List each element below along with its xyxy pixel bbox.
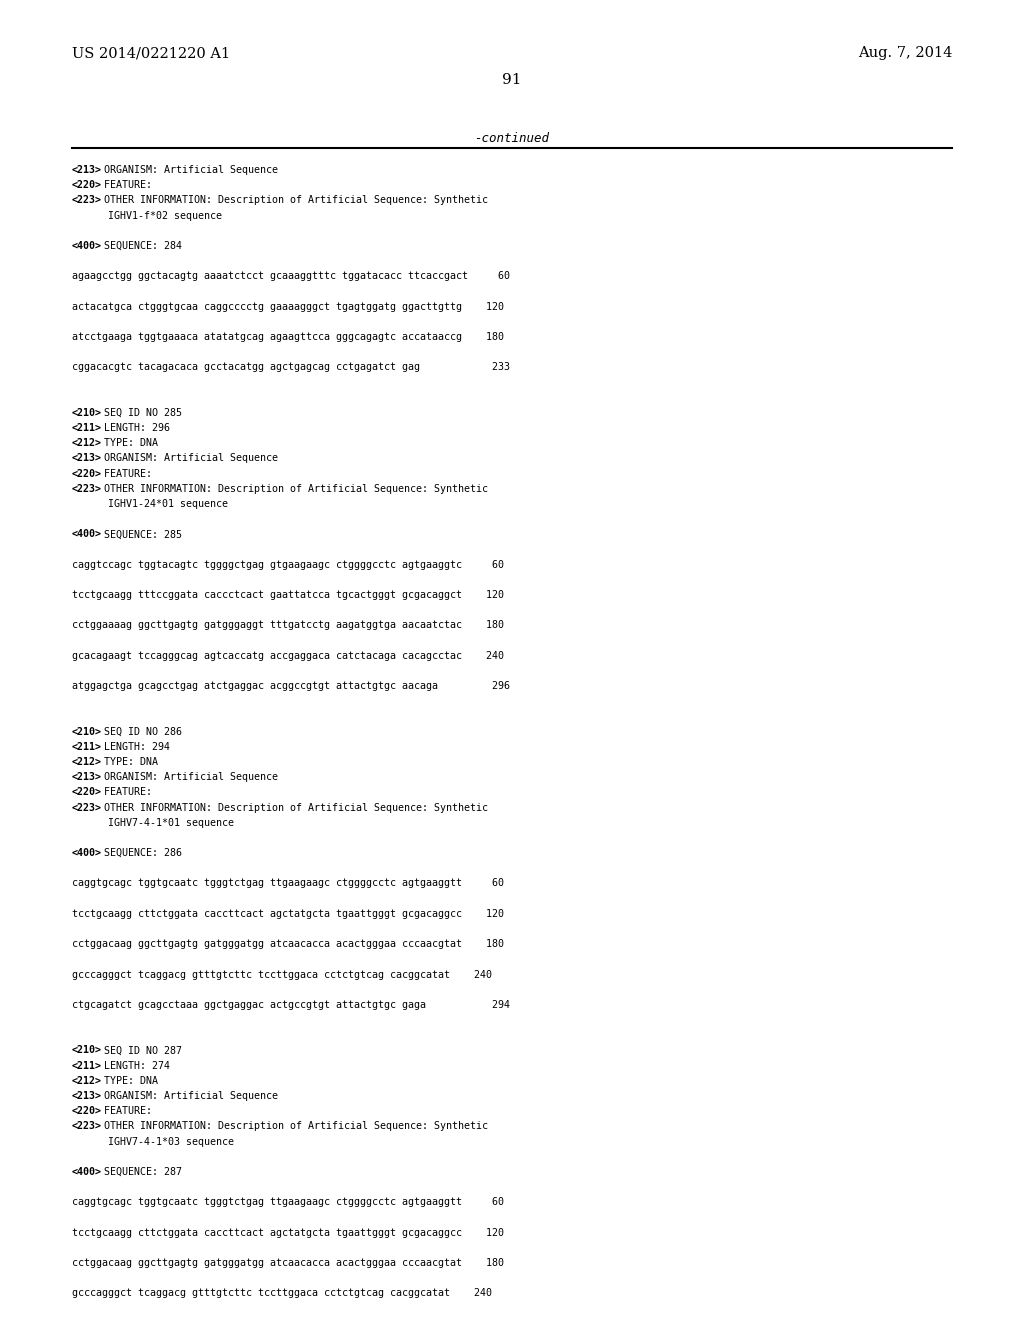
Text: gcccagggct tcaggacg gtttgtcttc tccttggaca cctctgtcag cacggcatat    240: gcccagggct tcaggacg gtttgtcttc tccttggac…	[72, 969, 492, 979]
Text: ORGANISM: Artificial Sequence: ORGANISM: Artificial Sequence	[98, 454, 279, 463]
Text: IGHV7-4-1*03 sequence: IGHV7-4-1*03 sequence	[72, 1137, 233, 1147]
Text: <223>: <223>	[72, 803, 101, 813]
Text: LENGTH: 296: LENGTH: 296	[98, 422, 170, 433]
Text: SEQUENCE: 285: SEQUENCE: 285	[98, 529, 182, 540]
Text: tcctgcaagg cttctggata caccttcact agctatgcta tgaattgggt gcgacaggcc    120: tcctgcaagg cttctggata caccttcact agctatg…	[72, 1228, 504, 1238]
Text: LENGTH: 294: LENGTH: 294	[98, 742, 170, 752]
Text: OTHER INFORMATION: Description of Artificial Sequence: Synthetic: OTHER INFORMATION: Description of Artifi…	[98, 803, 488, 813]
Text: <213>: <213>	[72, 1090, 101, 1101]
Text: TYPE: DNA: TYPE: DNA	[98, 1076, 159, 1086]
Text: cctggacaag ggcttgagtg gatgggatgg atcaacacca acactgggaa cccaacgtat    180: cctggacaag ggcttgagtg gatgggatgg atcaaca…	[72, 940, 504, 949]
Text: <400>: <400>	[72, 1167, 101, 1177]
Text: OTHER INFORMATION: Description of Artificial Sequence: Synthetic: OTHER INFORMATION: Description of Artifi…	[98, 484, 488, 494]
Text: <223>: <223>	[72, 1122, 101, 1131]
Text: TYPE: DNA: TYPE: DNA	[98, 438, 159, 449]
Text: <210>: <210>	[72, 726, 101, 737]
Text: IGHV7-4-1*01 sequence: IGHV7-4-1*01 sequence	[72, 817, 233, 828]
Text: ORGANISM: Artificial Sequence: ORGANISM: Artificial Sequence	[98, 165, 279, 176]
Text: <400>: <400>	[72, 242, 101, 251]
Text: actacatgca ctgggtgcaa caggcccctg gaaaagggct tgagtggatg ggacttgttg    120: actacatgca ctgggtgcaa caggcccctg gaaaagg…	[72, 302, 504, 312]
Text: <220>: <220>	[72, 1106, 101, 1117]
Text: caggtccagc tggtacagtc tggggctgag gtgaagaagc ctggggcctc agtgaaggtc     60: caggtccagc tggtacagtc tggggctgag gtgaaga…	[72, 560, 504, 570]
Text: FEATURE:: FEATURE:	[98, 180, 153, 190]
Text: -continued: -continued	[474, 132, 550, 145]
Text: IGHV1-24*01 sequence: IGHV1-24*01 sequence	[72, 499, 227, 510]
Text: <400>: <400>	[72, 529, 101, 540]
Text: ORGANISM: Artificial Sequence: ORGANISM: Artificial Sequence	[98, 1090, 279, 1101]
Text: <220>: <220>	[72, 180, 101, 190]
Text: <212>: <212>	[72, 1076, 101, 1086]
Text: 91: 91	[502, 73, 522, 87]
Text: tcctgcaagg cttctggata caccttcact agctatgcta tgaattgggt gcgacaggcc    120: tcctgcaagg cttctggata caccttcact agctatg…	[72, 908, 504, 919]
Text: cctggaaaag ggcttgagtg gatgggaggt tttgatcctg aagatggtga aacaatctac    180: cctggaaaag ggcttgagtg gatgggaggt tttgatc…	[72, 620, 504, 631]
Text: SEQ ID NO 285: SEQ ID NO 285	[98, 408, 182, 418]
Text: Aug. 7, 2014: Aug. 7, 2014	[858, 46, 952, 61]
Text: caggtgcagc tggtgcaatc tgggtctgag ttgaagaagc ctggggcctc agtgaaggtt     60: caggtgcagc tggtgcaatc tgggtctgag ttgaaga…	[72, 1197, 504, 1208]
Text: FEATURE:: FEATURE:	[98, 1106, 153, 1117]
Text: atcctgaaga tggtgaaaca atatatgcag agaagttcca gggcagagtc accataaccg    180: atcctgaaga tggtgaaaca atatatgcag agaagtt…	[72, 333, 504, 342]
Text: TYPE: DNA: TYPE: DNA	[98, 758, 159, 767]
Text: FEATURE:: FEATURE:	[98, 787, 153, 797]
Text: <210>: <210>	[72, 408, 101, 418]
Text: <211>: <211>	[72, 742, 101, 752]
Text: <212>: <212>	[72, 758, 101, 767]
Text: <211>: <211>	[72, 422, 101, 433]
Text: <211>: <211>	[72, 1061, 101, 1071]
Text: US 2014/0221220 A1: US 2014/0221220 A1	[72, 46, 229, 61]
Text: <400>: <400>	[72, 847, 101, 858]
Text: OTHER INFORMATION: Description of Artificial Sequence: Synthetic: OTHER INFORMATION: Description of Artifi…	[98, 1122, 488, 1131]
Text: <213>: <213>	[72, 772, 101, 783]
Text: cggacacgtc tacagacaca gcctacatgg agctgagcag cctgagatct gag            233: cggacacgtc tacagacaca gcctacatgg agctgag…	[72, 362, 510, 372]
Text: SEQUENCE: 284: SEQUENCE: 284	[98, 242, 182, 251]
Text: agaagcctgg ggctacagtg aaaatctcct gcaaaggtttc tggatacacc ttcaccgact     60: agaagcctgg ggctacagtg aaaatctcct gcaaagg…	[72, 272, 510, 281]
Text: SEQ ID NO 286: SEQ ID NO 286	[98, 726, 182, 737]
Text: FEATURE:: FEATURE:	[98, 469, 153, 479]
Text: OTHER INFORMATION: Description of Artificial Sequence: Synthetic: OTHER INFORMATION: Description of Artifi…	[98, 195, 488, 206]
Text: SEQUENCE: 286: SEQUENCE: 286	[98, 847, 182, 858]
Text: gcacagaagt tccagggcag agtcaccatg accgaggaca catctacaga cacagcctac    240: gcacagaagt tccagggcag agtcaccatg accgagg…	[72, 651, 504, 661]
Text: <220>: <220>	[72, 787, 101, 797]
Text: tcctgcaagg tttccggata caccctcact gaattatcca tgcactgggt gcgacaggct    120: tcctgcaagg tttccggata caccctcact gaattat…	[72, 590, 504, 601]
Text: ctgcagatct gcagcctaaa ggctgaggac actgccgtgt attactgtgc gaga           294: ctgcagatct gcagcctaaa ggctgaggac actgccg…	[72, 1001, 510, 1010]
Text: <220>: <220>	[72, 469, 101, 479]
Text: <213>: <213>	[72, 454, 101, 463]
Text: gcccagggct tcaggacg gtttgtcttc tccttggaca cctctgtcag cacggcatat    240: gcccagggct tcaggacg gtttgtcttc tccttggac…	[72, 1288, 492, 1299]
Text: <212>: <212>	[72, 438, 101, 449]
Text: ORGANISM: Artificial Sequence: ORGANISM: Artificial Sequence	[98, 772, 279, 783]
Text: caggtgcagc tggtgcaatc tgggtctgag ttgaagaagc ctggggcctc agtgaaggtt     60: caggtgcagc tggtgcaatc tgggtctgag ttgaaga…	[72, 879, 504, 888]
Text: <223>: <223>	[72, 195, 101, 206]
Text: SEQ ID NO 287: SEQ ID NO 287	[98, 1045, 182, 1056]
Text: atggagctga gcagcctgag atctgaggac acggccgtgt attactgtgc aacaga         296: atggagctga gcagcctgag atctgaggac acggccg…	[72, 681, 510, 692]
Text: IGHV1-f*02 sequence: IGHV1-f*02 sequence	[72, 210, 221, 220]
Text: SEQUENCE: 287: SEQUENCE: 287	[98, 1167, 182, 1177]
Text: LENGTH: 274: LENGTH: 274	[98, 1061, 170, 1071]
Text: <213>: <213>	[72, 165, 101, 176]
Text: <223>: <223>	[72, 484, 101, 494]
Text: cctggacaag ggcttgagtg gatgggatgg atcaacacca acactgggaa cccaacgtat    180: cctggacaag ggcttgagtg gatgggatgg atcaaca…	[72, 1258, 504, 1269]
Text: <210>: <210>	[72, 1045, 101, 1056]
